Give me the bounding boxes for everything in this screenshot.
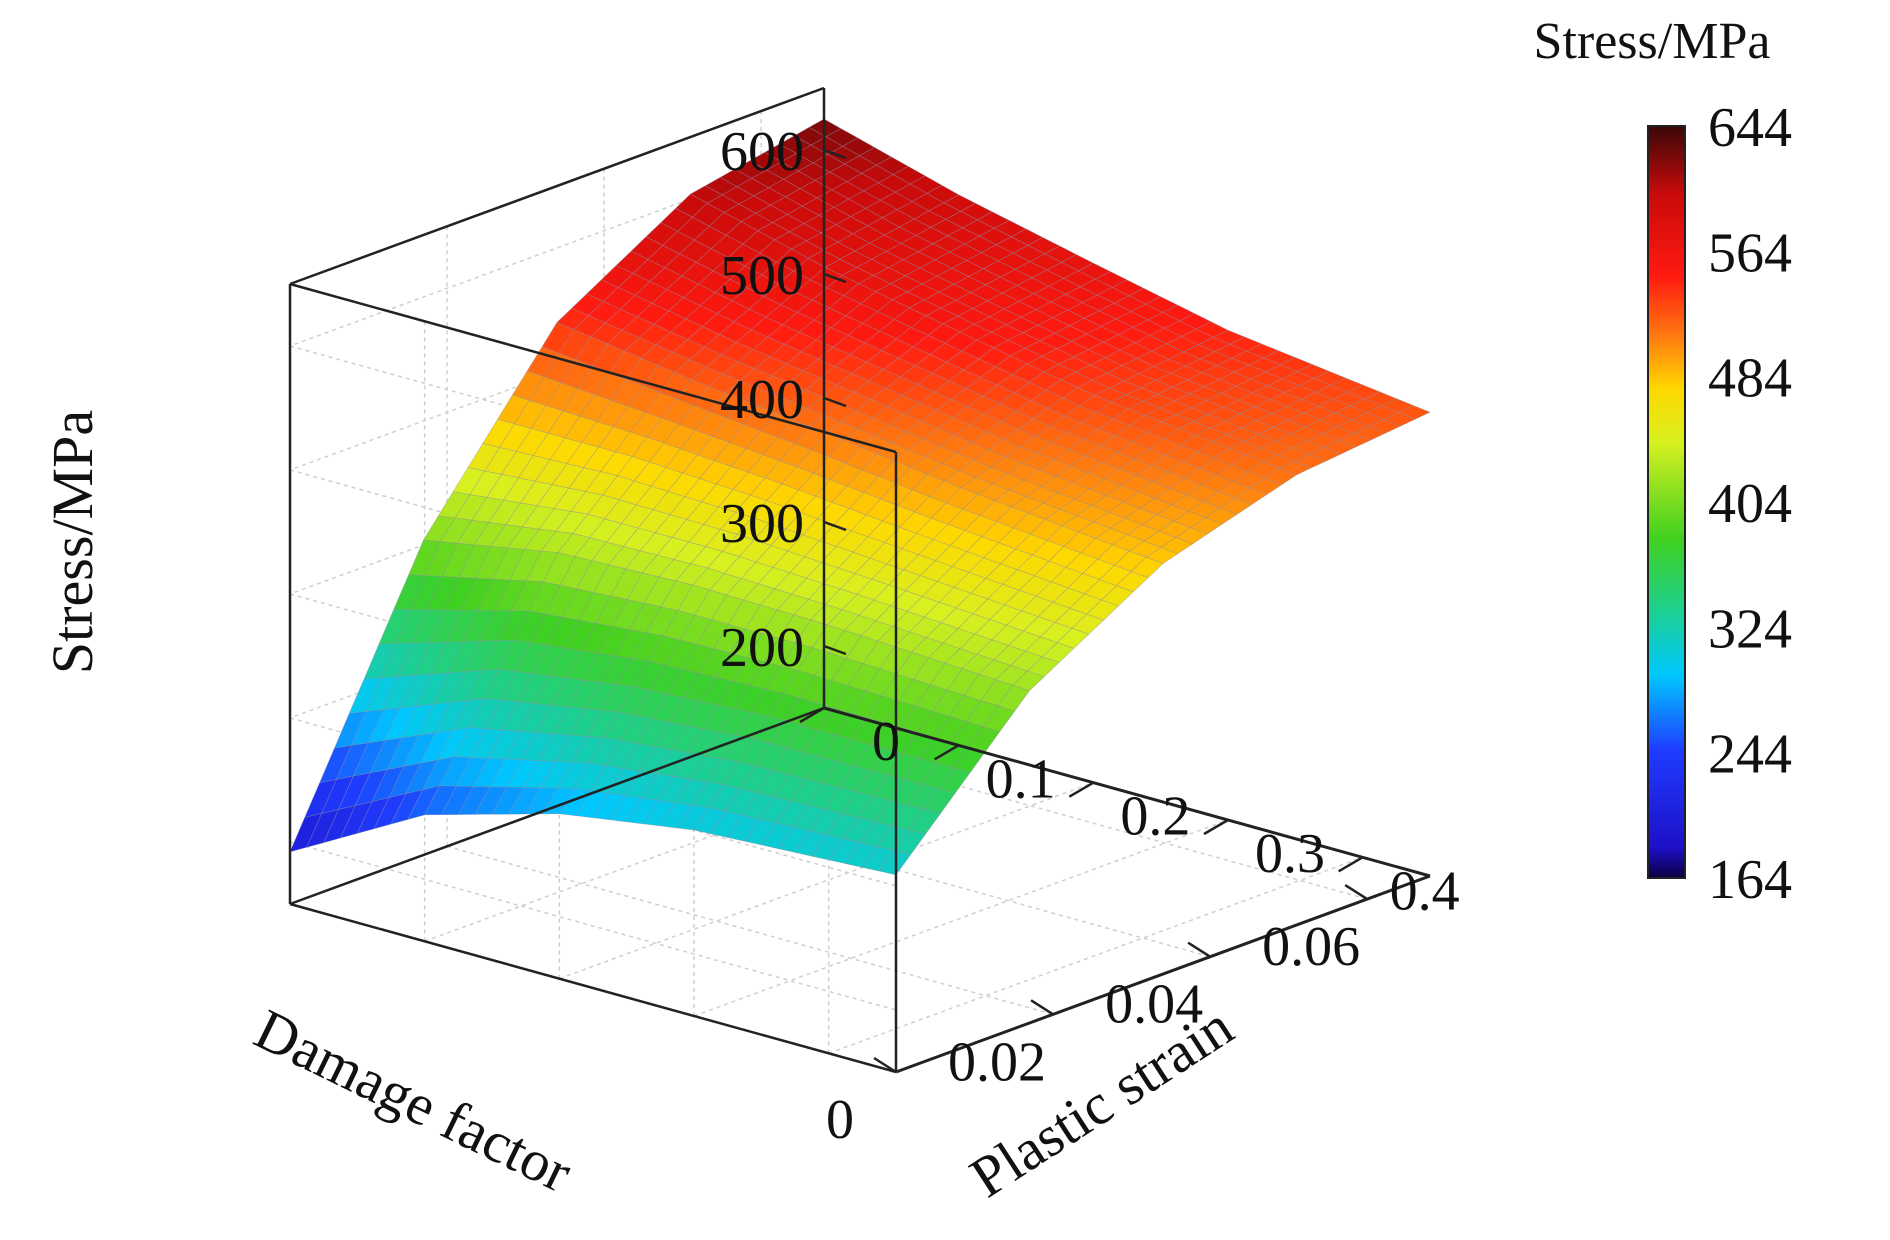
y-axis-label: Plastic strain (959, 993, 1244, 1210)
colorbar-scale (1647, 125, 1686, 879)
gridline (828, 856, 1363, 1055)
colorbar-tick-label: 164 (1708, 849, 1792, 911)
gridline (289, 273, 825, 471)
gridline (289, 841, 897, 1011)
surface-cell (1397, 405, 1431, 420)
colorbar-tick-label: 404 (1708, 473, 1792, 535)
z-tick-label: 300 (720, 493, 804, 555)
gridline (559, 781, 1094, 980)
z-tick-mark (823, 272, 847, 284)
z-tick-label: 600 (720, 121, 804, 183)
x-tick-mark (1344, 884, 1368, 901)
z-tick-mark (823, 520, 847, 532)
gridline (693, 819, 1229, 1017)
x-tick-mark (873, 1056, 897, 1074)
z-tick-mark (823, 644, 847, 656)
y-tick-label: 0 (872, 711, 900, 773)
x-tick-label: 0.04 (1105, 974, 1203, 1036)
colorbar-tick-label: 644 (1708, 97, 1792, 159)
axis-frame-line (289, 706, 825, 906)
x-tick-label: 0.02 (948, 1031, 1046, 1093)
colorbar-tick-label: 564 (1708, 222, 1792, 284)
colorbar-tick-label: 244 (1708, 724, 1792, 786)
z-axis-label: Stress/MPa (40, 410, 105, 674)
y-tick-mark (934, 744, 960, 761)
x-axis-label: Damage factor (245, 996, 582, 1205)
z-tick-mark (823, 148, 847, 160)
z-tick-label: 200 (720, 617, 804, 679)
x-tick-label: 0 (826, 1089, 854, 1151)
colorbar-tick-label: 484 (1708, 348, 1792, 410)
gridline (289, 397, 825, 595)
axis-frame-line (289, 902, 897, 1074)
gridline (446, 845, 1054, 1016)
tick-labels: 200 300 400 500 600 0 0.02 0.04 0.06 0 0.1 0.2 0.3 0.… (720, 121, 1460, 1151)
colorbar-tick-label: 324 (1708, 598, 1792, 660)
y-tick-label: 0.2 (1120, 786, 1190, 848)
z-tick-label: 500 (720, 245, 804, 307)
x-axis-line (823, 706, 1431, 878)
y-tick-label: 0.4 (1390, 860, 1460, 922)
y-tick-label: 0.1 (986, 748, 1056, 810)
y-tick-mark (799, 706, 825, 724)
axis-frame-line (289, 282, 897, 454)
y-tick-mark (1338, 856, 1364, 873)
y-tick-mark (1068, 781, 1094, 798)
surface-mesh (289, 118, 1431, 876)
y-axis-line (895, 874, 1431, 1074)
z-tick-mark (823, 396, 847, 408)
axis-frame-line (289, 86, 825, 286)
z-tick-label: 400 (720, 369, 804, 431)
colorbar-title: Stress/MPa (1534, 13, 1771, 70)
x-tick-label: 0.06 (1262, 916, 1360, 978)
x-tick-mark (1030, 999, 1054, 1016)
y-tick-label: 0.3 (1255, 823, 1325, 885)
y-tick-mark (1203, 818, 1229, 836)
gridline (289, 149, 825, 347)
x-tick-mark (1187, 941, 1211, 958)
colorbar: Stress/MPa 644 564 484 404 324 244 164 (1534, 13, 1792, 911)
